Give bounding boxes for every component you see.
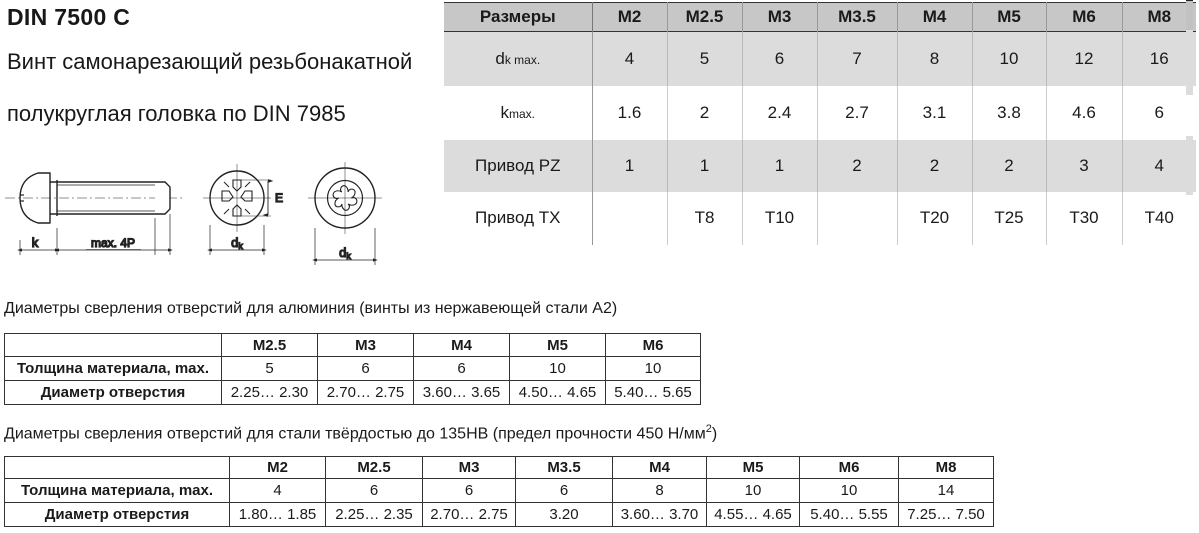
svg-text:dk: dk [231,235,243,251]
svg-text:k: k [32,235,39,250]
svg-text:dk: dk [339,245,351,261]
svg-text:max. 4P: max. 4P [91,236,135,250]
svg-text:E: E [275,191,283,205]
